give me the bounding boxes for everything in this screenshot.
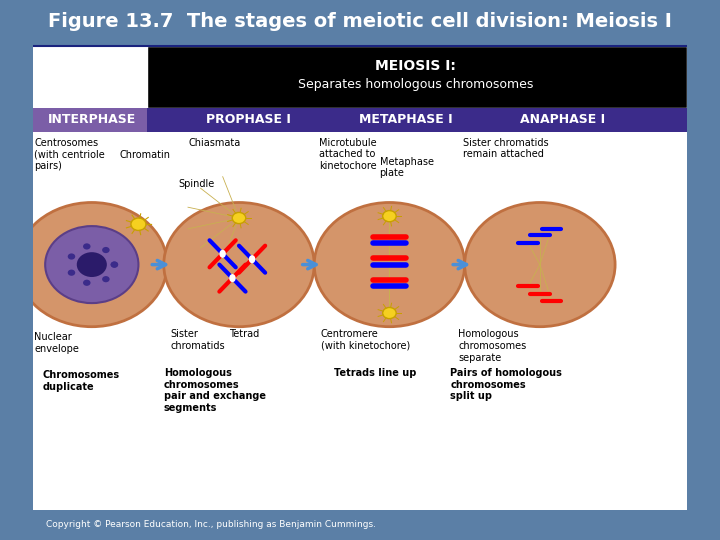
Text: PROPHASE I: PROPHASE I — [207, 113, 291, 126]
Circle shape — [83, 244, 91, 249]
Text: Homologous
chromosomes
separate: Homologous chromosomes separate — [458, 329, 526, 362]
Text: Separates homologous chromosomes: Separates homologous chromosomes — [298, 78, 534, 91]
Text: Sister chromatids
remain attached: Sister chromatids remain attached — [464, 138, 549, 159]
Ellipse shape — [220, 249, 226, 258]
Text: Tetrad: Tetrad — [229, 329, 259, 340]
Text: Spindle: Spindle — [178, 179, 215, 190]
Circle shape — [464, 202, 615, 327]
Text: Homologous
chromosomes
pair and exchange
segments: Homologous chromosomes pair and exchange… — [163, 368, 266, 413]
FancyBboxPatch shape — [33, 0, 687, 43]
Text: Pairs of homologous
chromosomes
split up: Pairs of homologous chromosomes split up — [450, 368, 562, 401]
Circle shape — [382, 307, 396, 319]
Circle shape — [382, 211, 396, 222]
Circle shape — [45, 226, 138, 303]
Circle shape — [77, 252, 107, 277]
Circle shape — [68, 269, 75, 276]
Text: METAPHASE I: METAPHASE I — [359, 113, 453, 126]
FancyBboxPatch shape — [33, 510, 687, 540]
Text: Microtubule
attached to
kinetochore: Microtubule attached to kinetochore — [320, 138, 377, 171]
Text: Chiasmata: Chiasmata — [189, 138, 241, 148]
Text: Tetrads line up: Tetrads line up — [334, 368, 416, 379]
Text: MEIOSIS I:: MEIOSIS I: — [375, 59, 456, 73]
Text: ANAPHASE I: ANAPHASE I — [521, 113, 606, 126]
FancyBboxPatch shape — [148, 46, 687, 108]
Text: Chromatin: Chromatin — [120, 150, 171, 160]
Circle shape — [83, 280, 91, 286]
Circle shape — [111, 261, 118, 268]
Circle shape — [163, 202, 314, 327]
Text: Copyright © Pearson Education, Inc., publishing as Benjamin Cummings.: Copyright © Pearson Education, Inc., pub… — [46, 521, 376, 529]
FancyBboxPatch shape — [148, 108, 687, 132]
Circle shape — [111, 261, 118, 268]
Text: INTERPHASE: INTERPHASE — [48, 113, 136, 126]
Circle shape — [17, 202, 167, 327]
Text: Figure 13.7  The stages of meiotic cell division: Meiosis I: Figure 13.7 The stages of meiotic cell d… — [48, 12, 672, 31]
Circle shape — [68, 253, 75, 260]
Text: Centromere
(with kinetochore): Centromere (with kinetochore) — [320, 329, 410, 351]
Text: Centrosomes
(with centriole
pairs): Centrosomes (with centriole pairs) — [35, 138, 105, 171]
Circle shape — [102, 247, 109, 253]
Text: Sister
chromatids: Sister chromatids — [171, 329, 225, 351]
Circle shape — [233, 212, 246, 224]
Text: Chromosomes
duplicate: Chromosomes duplicate — [42, 370, 120, 392]
Text: Metaphase
plate: Metaphase plate — [379, 157, 433, 178]
Ellipse shape — [229, 274, 235, 282]
FancyBboxPatch shape — [33, 46, 687, 513]
Text: Nuclear
envelope: Nuclear envelope — [35, 332, 79, 354]
Circle shape — [102, 276, 109, 282]
Ellipse shape — [249, 255, 256, 263]
Circle shape — [314, 202, 464, 327]
FancyBboxPatch shape — [33, 108, 148, 132]
Circle shape — [131, 218, 146, 231]
